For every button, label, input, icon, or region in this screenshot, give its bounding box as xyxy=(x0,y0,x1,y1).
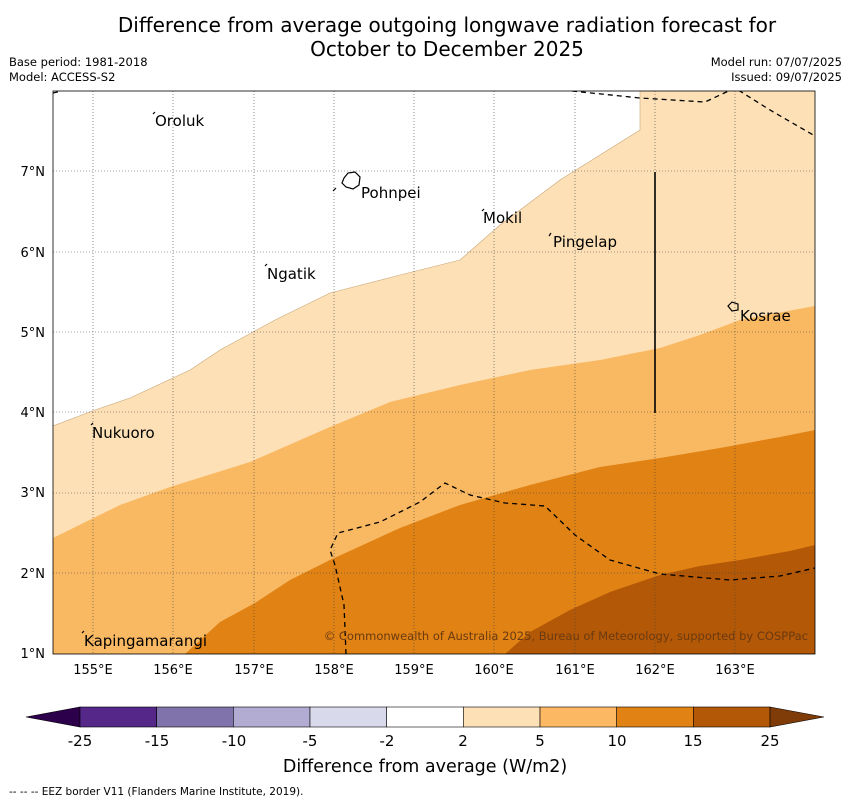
model-run: Model run: 07/07/2025 xyxy=(710,55,842,69)
lat-tick-labels: 1°N 2°N 3°N 4°N 5°N 6°N 7°N xyxy=(21,165,46,662)
colorbar-tick: 10 xyxy=(607,732,626,750)
place-label: Mokil xyxy=(483,209,522,227)
colorbar-tick: -5 xyxy=(303,732,318,750)
lon-tick-label: 162°E xyxy=(635,663,675,678)
colorbar-cell xyxy=(309,706,387,728)
meta-left: Base period: 1981-2018 Model: ACCESS-S2 xyxy=(9,55,148,85)
colorbar-tick: 2 xyxy=(458,732,468,750)
lon-tick-label: 160°E xyxy=(474,663,514,678)
colorbar-cell xyxy=(693,706,771,728)
colorbar-tick: -2 xyxy=(380,732,395,750)
footer-note: -- -- -- EEZ border V11 (Flanders Marine… xyxy=(9,786,304,798)
map-title: Difference from average outgoing longwav… xyxy=(0,13,850,61)
kosrae-island-outline xyxy=(727,301,739,312)
model-name: Model: ACCESS-S2 xyxy=(9,70,116,84)
issued-date: Issued: 09/07/2025 xyxy=(731,70,842,84)
place-label: Oroluk xyxy=(155,112,204,130)
colorbar: -25 -15 -10 -5 -2 2 5 10 15 25 Differenc… xyxy=(25,706,825,777)
colorbar-tick: -25 xyxy=(68,732,93,750)
lat-tick-label: 5°N xyxy=(21,326,46,341)
colorbar-tick-labels: -25 -15 -10 -5 -2 2 5 10 15 25 xyxy=(68,732,780,750)
lon-tick-label: 157°E xyxy=(234,663,274,678)
map-frame xyxy=(52,90,816,655)
colorbar-cell xyxy=(539,706,617,728)
place-label: Kapingamarangi xyxy=(84,632,207,650)
lon-tick-label: 163°E xyxy=(715,663,755,678)
colorbar-cell xyxy=(233,706,311,728)
lat-tick-label: 2°N xyxy=(21,567,46,582)
colorbar-tick: 5 xyxy=(535,732,545,750)
colorbar-low-extend xyxy=(25,706,81,728)
lat-tick-label: 4°N xyxy=(21,406,46,421)
lat-tick-label: 3°N xyxy=(21,486,46,501)
colorbar-cell xyxy=(386,706,464,728)
lon-tick-label: 158°E xyxy=(314,663,354,678)
lon-tick-label: 155°E xyxy=(73,663,113,678)
place-label: Nukuoro xyxy=(92,424,155,442)
lon-tick-label: 161°E xyxy=(555,663,595,678)
colorbar-tick: 25 xyxy=(760,732,779,750)
lat-tick-label: 1°N xyxy=(21,647,46,662)
meta-right: Model run: 07/07/2025 Issued: 09/07/2025 xyxy=(711,55,842,85)
colorbar-high-extend xyxy=(769,706,825,728)
colorbar-tick: -15 xyxy=(145,732,170,750)
colorbar-label: Difference from average (W/m2) xyxy=(283,757,567,777)
title-line-2: October to December 2025 xyxy=(310,37,584,61)
lat-tick-label: 6°N xyxy=(21,246,46,261)
colorbar-tick: 15 xyxy=(683,732,702,750)
pohnpei-island-outline xyxy=(341,171,361,190)
place-label: Ngatik xyxy=(267,265,316,283)
colorbar-cell xyxy=(463,706,541,728)
colorbar-cell xyxy=(156,706,234,728)
colorbar-tick: -10 xyxy=(222,732,247,750)
islands xyxy=(81,111,739,634)
colorbar-cell xyxy=(79,706,157,728)
contour-2 xyxy=(53,91,641,427)
place-labels: Oroluk Pohnpei Mokil Pingelap Ngatik Kos… xyxy=(84,112,791,650)
band-15-25 xyxy=(505,545,815,654)
map-area xyxy=(53,91,815,654)
eez-border xyxy=(53,91,815,654)
place-label: Kosrae xyxy=(740,307,791,325)
title-line-1: Difference from average outgoing longwav… xyxy=(117,13,777,37)
lon-tick-labels: 155°E 156°E 157°E 158°E 159°E 160°E 161°… xyxy=(73,663,755,678)
lat-tick-label: 7°N xyxy=(21,165,46,180)
base-period: Base period: 1981-2018 xyxy=(9,55,148,69)
place-label: Pingelap xyxy=(553,233,617,251)
lon-tick-label: 159°E xyxy=(394,663,434,678)
place-label: Pohnpei xyxy=(361,184,421,202)
copyright-text: © Commonwealth of Australia 2025, Bureau… xyxy=(324,629,808,643)
colorbar-cells xyxy=(79,706,771,728)
lon-tick-label: 156°E xyxy=(153,663,193,678)
colorbar-cell xyxy=(616,706,694,728)
